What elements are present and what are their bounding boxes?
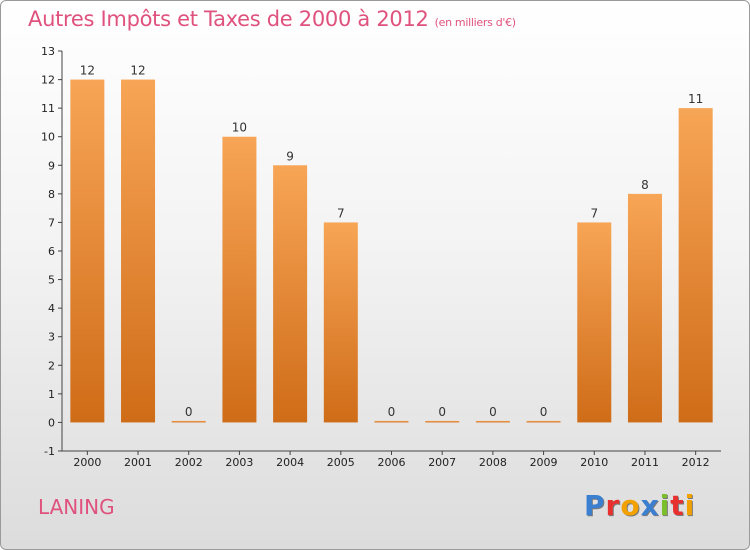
- brand-letter: o: [620, 489, 641, 522]
- x-tick-label: 2009: [530, 456, 558, 469]
- bar-value-label: 0: [438, 405, 446, 419]
- y-tick-label: 11: [41, 102, 55, 115]
- bar-value-label: 11: [688, 92, 703, 106]
- bar: [627, 193, 662, 423]
- chart-title-text: Autres Impôts et Taxes de 2000 à 2012: [28, 7, 429, 31]
- brand-letter: i: [659, 489, 671, 522]
- y-tick-label: 5: [48, 274, 55, 287]
- y-tick-label: 0: [48, 416, 55, 429]
- x-tick-label: 2002: [175, 456, 203, 469]
- bar: [222, 136, 257, 423]
- x-tick-label: 2008: [479, 456, 507, 469]
- x-tick-label: 2001: [124, 456, 152, 469]
- brand-letter: P: [584, 489, 606, 522]
- brand-letter: r: [605, 489, 621, 522]
- bar-value-label: 10: [232, 121, 247, 135]
- bar-value-label: 0: [185, 405, 193, 419]
- bar: [70, 79, 105, 423]
- bar-value-label: 8: [641, 178, 649, 192]
- x-tick-label: 2012: [682, 456, 710, 469]
- bar-value-label: 9: [286, 149, 294, 163]
- bar: [425, 420, 460, 423]
- bar-value-label: 0: [489, 405, 497, 419]
- y-tick-label: 3: [48, 331, 55, 344]
- bar: [171, 420, 206, 423]
- y-tick-label: 12: [41, 74, 55, 87]
- bar: [475, 420, 510, 423]
- proxiti-logo[interactable]: Proxiti: [584, 489, 695, 522]
- commune-name: LANING: [38, 495, 115, 519]
- bar-value-label: 7: [337, 206, 345, 220]
- x-tick-label: 2003: [225, 456, 253, 469]
- bar: [577, 222, 612, 423]
- x-tick-label: 2000: [73, 456, 101, 469]
- y-tick-label: 2: [48, 359, 55, 372]
- bar: [374, 420, 409, 423]
- y-tick-label: 10: [41, 131, 55, 144]
- x-tick-label: 2007: [428, 456, 456, 469]
- y-tick-label: 8: [48, 188, 55, 201]
- brand-letter: t: [670, 489, 685, 522]
- bar: [121, 79, 156, 423]
- x-tick-label: 2011: [631, 456, 659, 469]
- y-tick-label: 13: [41, 45, 55, 58]
- bar-value-label: 7: [590, 206, 598, 220]
- y-tick-label: 7: [48, 216, 55, 229]
- bar: [678, 108, 713, 423]
- x-tick-label: 2010: [580, 456, 608, 469]
- chart-title: Autres Impôts et Taxes de 2000 à 2012 (en…: [28, 7, 516, 31]
- y-tick-label: 9: [48, 159, 55, 172]
- bar-value-label: 12: [130, 64, 145, 78]
- y-tick-label: 4: [48, 302, 55, 315]
- bar-value-label: 0: [540, 405, 548, 419]
- brand-letter: i: [684, 489, 696, 522]
- y-tick-label: 6: [48, 245, 55, 258]
- bar: [273, 165, 308, 423]
- x-tick-label: 2004: [276, 456, 304, 469]
- chart-unit: (en milliers d'€): [434, 16, 516, 29]
- bar: [526, 420, 561, 423]
- bar: [323, 222, 358, 423]
- bar-value-label: 0: [388, 405, 396, 419]
- x-tick-label: 2005: [327, 456, 355, 469]
- y-tick-label: 1: [48, 388, 55, 401]
- x-tick-label: 2006: [378, 456, 406, 469]
- brand-letter: x: [640, 489, 660, 522]
- y-tick-label: -1: [44, 445, 55, 458]
- bar-value-label: 12: [80, 64, 95, 78]
